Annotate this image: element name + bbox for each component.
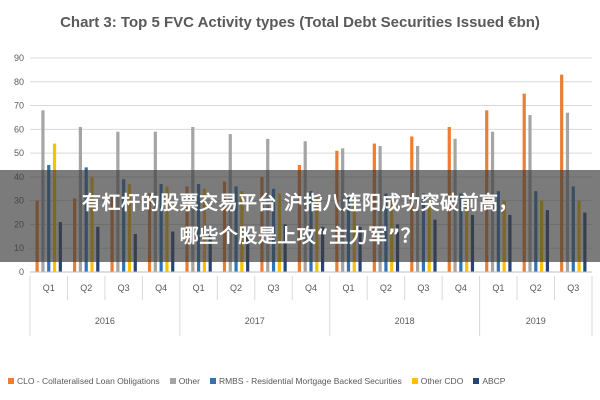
legend-item: RMBS - Residential Mortgage Backed Secur… — [209, 376, 402, 386]
overlay-line-1: 有杠杆的股票交易平台 沪指八连阳成功突破前高， — [81, 192, 519, 214]
year-label: 2018 — [395, 316, 415, 326]
y-tick-label: 70 — [14, 101, 24, 111]
legend-label: Other — [178, 376, 200, 386]
legend-label: CLO - Collateralised Loan Obligations — [17, 376, 160, 386]
x-tick-label: Q3 — [417, 283, 429, 293]
x-tick-label: Q1 — [342, 283, 354, 293]
x-tick-label: Q3 — [268, 283, 280, 293]
x-tick-label: Q1 — [43, 283, 55, 293]
x-tick-label: Q2 — [230, 283, 242, 293]
x-tick-label: Q4 — [305, 283, 317, 293]
x-tick-label: Q2 — [80, 283, 92, 293]
y-tick-label: 80 — [14, 77, 24, 87]
overlay-line-2: 哪些个股是上攻“主力军”？ — [179, 225, 421, 247]
legend-swatch — [8, 378, 14, 384]
x-tick-label: Q2 — [380, 283, 392, 293]
y-tick-label: 90 — [14, 53, 24, 63]
legend-label: ABCP — [482, 376, 506, 386]
x-tick-label: Q3 — [567, 283, 579, 293]
x-axis: Q1 Q2 Q3 Q4 Q1 Q2 Q3 Q4 Q1 Q2 Q3 Q4 Q1 Q2 Q3 2016 2017 20… — [29, 271, 593, 336]
x-tick-label: Q1 — [193, 283, 205, 293]
legend-item: CLO - Collateralised Loan Obligations — [8, 376, 160, 386]
legend-swatch — [473, 378, 480, 384]
x-tick-label: Q4 — [155, 283, 167, 293]
chart-legend: CLO - Collateralised Loan Obligations Oth… — [8, 376, 598, 386]
overlay-banner: 有杠杆的股票交易平台 沪指八连阳成功突破前高， 哪些个股是上攻“主力军”？ — [0, 170, 600, 262]
x-tick-label: Q2 — [530, 283, 542, 293]
year-label: 2019 — [526, 316, 546, 326]
legend-swatch — [209, 378, 216, 384]
legend-item: Other — [169, 376, 200, 386]
legend-swatch — [169, 378, 176, 384]
legend-item: ABCP — [473, 376, 505, 386]
y-tick-label: 0 — [19, 267, 24, 277]
legend-label: RMBS - Residential Mortgage Backed Secur… — [218, 376, 402, 386]
year-label: 2017 — [245, 316, 265, 326]
legend-swatch — [411, 378, 418, 384]
chart-title: Chart 3: Top 5 FVC Activity types (Total… — [60, 14, 540, 31]
x-tick-label: Q1 — [492, 283, 504, 293]
y-tick-label: 60 — [14, 124, 24, 134]
year-label: 2016 — [95, 316, 115, 326]
y-tick-label: 50 — [14, 148, 24, 158]
legend-label: Other CDO — [420, 376, 464, 386]
x-tick-label: Q3 — [118, 283, 130, 293]
legend-item: Other CDO — [411, 376, 464, 386]
x-tick-label: Q4 — [455, 283, 467, 293]
